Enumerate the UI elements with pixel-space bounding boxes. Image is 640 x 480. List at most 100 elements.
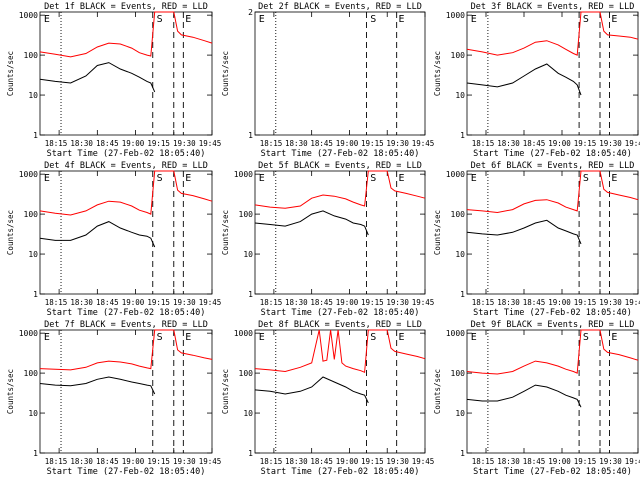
series-line-events: [466, 384, 582, 408]
y-tick-label: 100: [24, 210, 39, 219]
panel-title: Det 5f BLACK = Events, RED = LLD: [258, 161, 422, 171]
x-tick-label: 19:30: [173, 457, 196, 466]
series-line-events: [466, 63, 582, 96]
x-tick-label: 19:30: [386, 298, 409, 307]
x-tick-label: 19:45: [412, 457, 435, 466]
panel-title: Det 3f BLACK = Events, RED = LLD: [471, 2, 635, 12]
event-marker: E: [399, 14, 405, 25]
event-marker: S: [157, 173, 163, 184]
series-line-lld: [466, 11, 639, 56]
x-tick-label: 19:00: [336, 457, 359, 466]
x-tick-label: 19:15: [147, 457, 170, 466]
x-axis-label: Start Time (27-Feb-02 18:05:40): [261, 308, 420, 318]
plot-frame: [39, 11, 213, 136]
y-tick-label: 1000: [19, 170, 38, 179]
y-tick-label: 1: [33, 131, 38, 140]
event-marker: E: [471, 173, 477, 184]
x-tick-label: 19:00: [336, 298, 359, 307]
panel-title: Det 6f BLACK = Events, RED = LLD: [471, 161, 635, 171]
x-tick-label: 19:00: [122, 457, 145, 466]
x-tick-label: 19:15: [147, 139, 170, 148]
series-line-lld: [39, 11, 213, 58]
x-tick-label: 18:45: [523, 139, 546, 148]
x-tick-label: 19:45: [412, 139, 435, 148]
x-tick-label: 18:45: [96, 457, 119, 466]
event-marker: E: [259, 332, 265, 343]
x-tick-label: 18:30: [285, 298, 308, 307]
series-line-events: [39, 376, 156, 395]
plot-frame: [39, 170, 213, 295]
detector-panel-7: Det 7f BLACK = Events, RED = LLD 1 10 100 10…: [6, 320, 221, 477]
panel-title: Det 8f BLACK = Events, RED = LLD: [258, 320, 422, 330]
y-tick-label: 100: [451, 369, 466, 378]
panel-title: Det 2f BLACK = Events, RED = LLD: [258, 2, 422, 12]
panel-title: Det 1f BLACK = Events, RED = LLD: [44, 2, 208, 12]
series-line-lld: [39, 170, 213, 216]
event-marker: E: [399, 332, 405, 343]
y-tick-label: 1000: [234, 329, 253, 338]
x-tick-label: 18:45: [310, 139, 333, 148]
y-axis-label: Counts/sec: [221, 210, 230, 255]
event-marker: E: [471, 14, 477, 25]
series-line-events: [466, 219, 582, 245]
plot-frame: [254, 11, 426, 136]
event-marker: S: [370, 173, 376, 184]
event-marker: E: [471, 332, 477, 343]
y-tick-label: 10: [243, 409, 253, 418]
x-tick-label: 19:30: [599, 298, 622, 307]
x-tick-label: 19:00: [548, 298, 571, 307]
x-axis-label: Start Time (27-Feb-02 18:05:40): [261, 467, 420, 477]
x-tick-label: 19:15: [147, 298, 170, 307]
event-marker: S: [583, 173, 589, 184]
y-axis-label: Counts/sec: [221, 51, 230, 96]
event-marker: E: [44, 332, 50, 343]
y-tick-label: 100: [451, 51, 466, 60]
x-tick-label: 19:00: [548, 139, 571, 148]
x-tick-label: 19:30: [386, 457, 409, 466]
event-marker: E: [185, 332, 191, 343]
y-tick-label: 10: [455, 250, 465, 259]
event-marker: E: [185, 173, 191, 184]
x-axis-label: Start Time (27-Feb-02 18:05:40): [47, 149, 206, 159]
y-tick-label: 1: [460, 449, 465, 458]
x-axis-label: Start Time (27-Feb-02 18:05:40): [473, 149, 632, 159]
y-tick-label: 10: [455, 91, 465, 100]
x-axis-label: Start Time (27-Feb-02 18:05:40): [261, 149, 420, 159]
y-tick-label: 1: [248, 290, 253, 299]
event-marker: E: [44, 173, 50, 184]
event-marker: S: [157, 332, 163, 343]
y-tick-label: 100: [239, 210, 254, 219]
x-tick-label: 18:45: [310, 457, 333, 466]
x-tick-label: 19:45: [199, 298, 222, 307]
detector-panel-4: Det 4f BLACK = Events, RED = LLD 1 10 100 10…: [6, 161, 221, 318]
detector-panel-9: Det 9f BLACK = Events, RED = LLD 1 10 100 10…: [433, 320, 640, 477]
x-tick-label: 19:30: [173, 298, 196, 307]
y-tick-label: 1000: [19, 329, 38, 338]
event-marker: S: [583, 14, 589, 25]
detector-panel-3: Det 3f BLACK = Events, RED = LLD 1 10 100 10…: [433, 2, 640, 159]
event-marker: E: [44, 14, 50, 25]
x-axis-label: Start Time (27-Feb-02 18:05:40): [473, 308, 632, 318]
x-tick-label: 19:45: [625, 457, 640, 466]
x-tick-label: 19:45: [199, 457, 222, 466]
series-line-events: [39, 221, 156, 248]
y-tick-label: 100: [24, 51, 39, 60]
event-marker: E: [259, 14, 265, 25]
y-axis-label: Counts/sec: [6, 369, 15, 414]
y-tick-label: 1000: [446, 170, 465, 179]
x-axis-label: Start Time (27-Feb-02 18:05:40): [473, 467, 632, 477]
panel-title: Det 9f BLACK = Events, RED = LLD: [471, 320, 635, 330]
x-tick-label: 19:30: [173, 139, 196, 148]
panel-title: Det 7f BLACK = Events, RED = LLD: [44, 320, 208, 330]
x-tick-label: 18:45: [310, 298, 333, 307]
event-marker: E: [611, 173, 617, 184]
x-tick-label: 19:15: [574, 139, 597, 148]
x-tick-label: 19:15: [574, 298, 597, 307]
event-marker: E: [399, 173, 405, 184]
event-marker: S: [370, 332, 376, 343]
series-line-events: [254, 210, 369, 236]
detector-panel-5: Det 5f BLACK = Events, RED = LLD 1 10 100 10…: [221, 161, 434, 318]
plot-frame: [39, 329, 213, 454]
y-tick-label: 1000: [19, 11, 38, 20]
plot-frame: [466, 329, 639, 454]
